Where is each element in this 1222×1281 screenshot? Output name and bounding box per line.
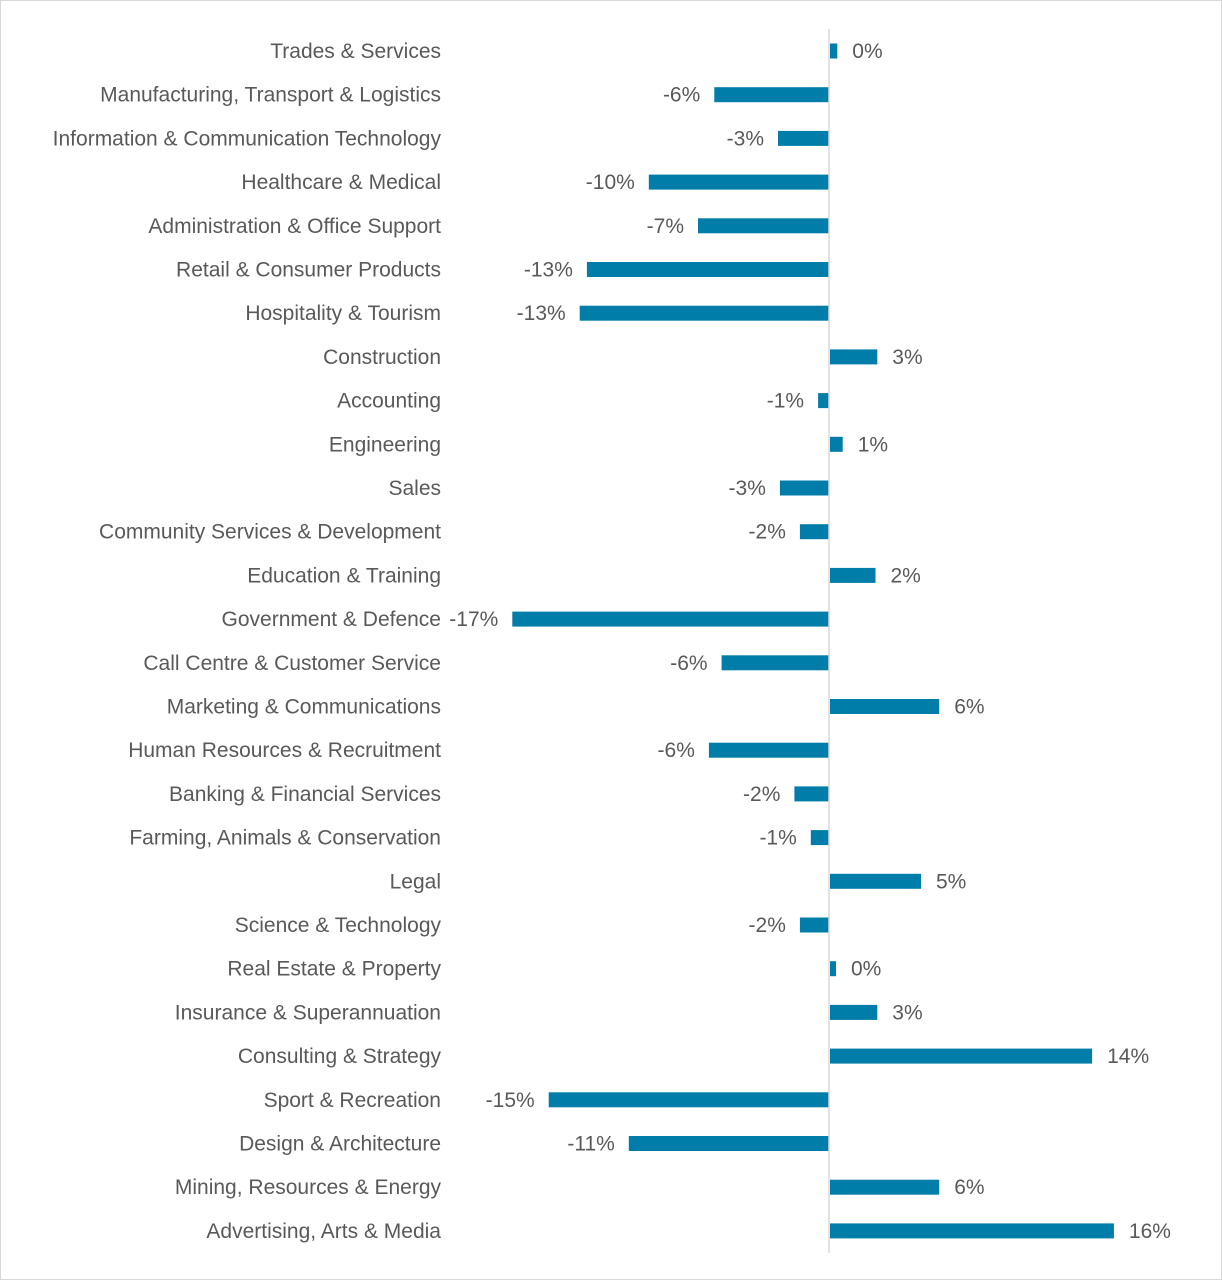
category-label: Farming, Animals & Conservation [129,827,441,850]
category-label: Administration & Office Support [148,215,441,238]
data-label: 6% [954,1176,984,1199]
category-label: Trades & Services [270,40,441,63]
category-label: Sales [388,477,441,500]
category-label: Community Services & Development [99,521,441,544]
data-label: -1% [767,390,804,413]
bar-16 [708,742,829,758]
data-labels-layer: 0% -6% -3% -10% -7% -13% -13% 3% -1% 1% -3% -2% 2% -1… [449,40,1171,1243]
category-label: Call Centre & Customer Service [143,652,441,675]
data-label: -3% [729,477,766,500]
data-label: 16% [1129,1220,1171,1243]
category-label: Science & Technology [235,914,442,937]
bar-6 [579,305,829,321]
bar-2 [778,130,829,146]
bar-18 [810,830,829,846]
category-label: Accounting [337,390,441,413]
bar-0 [830,43,838,59]
data-label: -6% [658,739,695,762]
category-label: Hospitality & Tourism [245,302,441,325]
data-label: -2% [749,521,786,544]
category-label: Banking & Financial Services [169,783,441,806]
category-label: Education & Training [247,564,441,587]
data-label: -2% [743,783,780,806]
data-label: 5% [936,870,966,893]
data-label: 0% [852,40,882,63]
bar-12 [830,567,876,583]
bar-13 [512,611,829,627]
bar-21 [830,961,836,977]
category-label: Information & Communication Technology [53,127,442,150]
bar-7 [830,349,878,365]
bar-26 [830,1179,940,1195]
category-label: Retail & Consumer Products [176,259,441,282]
bar-19 [830,873,921,889]
data-label: -15% [486,1089,535,1112]
data-label: -7% [647,215,684,238]
category-label: Manufacturing, Transport & Logistics [100,84,441,107]
bar-11 [799,524,829,540]
data-label: 1% [858,433,888,456]
bar-3 [648,174,829,190]
data-label: -13% [524,259,573,282]
data-label: 6% [954,696,984,719]
data-label: 3% [892,346,922,369]
category-label: Advertising, Arts & Media [206,1220,441,1243]
data-label: -17% [449,608,498,631]
category-label: Insurance & Superannuation [175,1001,441,1024]
bar-9 [830,436,843,452]
bars-layer [512,43,1114,1239]
bar-22 [830,1004,878,1020]
data-label: -6% [670,652,707,675]
bar-17 [794,786,829,802]
bar-23 [830,1048,1093,1064]
data-label: -6% [663,84,700,107]
category-labels-layer: Trades & Services Manufacturing, Transpor… [53,40,442,1243]
category-label: Healthcare & Medical [241,171,441,194]
data-label: -3% [727,127,764,150]
bar-25 [628,1136,829,1151]
bar-10 [779,480,829,496]
category-label: Design & Architecture [239,1133,441,1156]
data-label: -11% [567,1133,614,1156]
data-label: 2% [891,564,921,587]
category-label: Construction [323,346,441,369]
category-label: Engineering [329,433,441,456]
data-label: -2% [749,914,786,937]
bar-8 [818,393,829,409]
category-label: Consulting & Strategy [238,1045,442,1068]
category-label: Real Estate & Property [227,958,441,981]
bar-27 [830,1223,1114,1239]
bar-4 [698,218,829,234]
category-label: Human Resources & Recruitment [128,739,441,762]
data-label: -13% [517,302,566,325]
bar-1 [714,87,829,103]
bar-5 [586,262,829,277]
data-label: -1% [759,827,796,850]
category-label: Mining, Resources & Energy [175,1176,442,1199]
category-label: Sport & Recreation [264,1089,441,1112]
bar-20 [799,917,829,933]
data-label: 0% [851,958,881,981]
data-label: 14% [1107,1045,1149,1068]
data-label: 3% [892,1001,922,1024]
bar-14 [721,655,829,671]
bar-15 [830,699,940,714]
bar-24 [548,1092,829,1108]
data-label: -10% [586,171,635,194]
category-label: Marketing & Communications [167,696,441,719]
category-label: Legal [390,870,441,893]
category-label: Government & Defence [222,608,441,631]
